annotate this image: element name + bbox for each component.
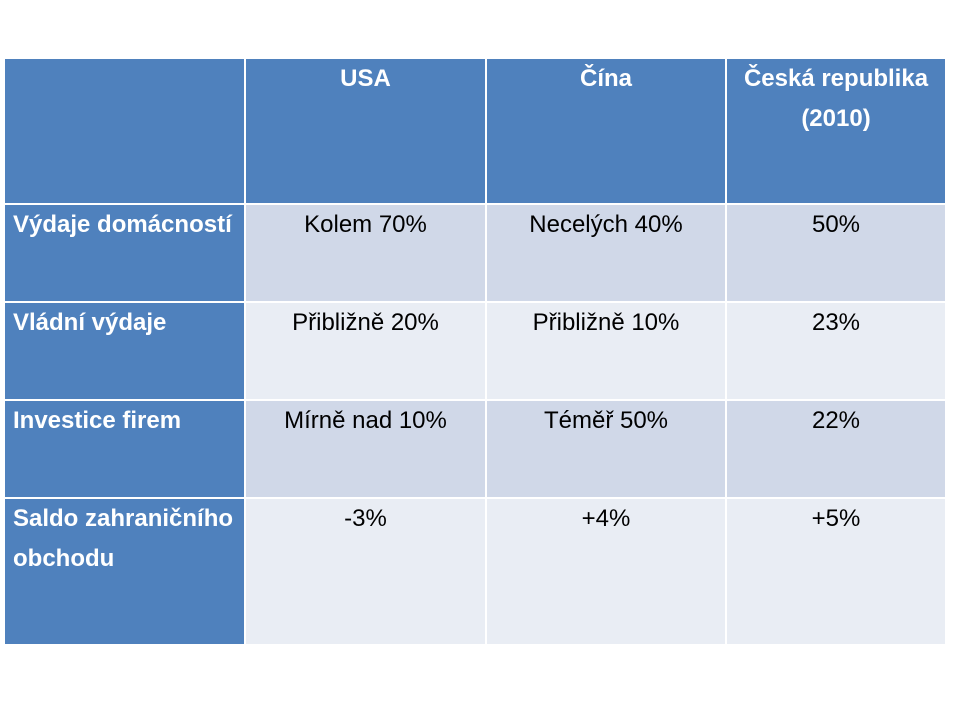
header-cina: Čína <box>485 57 727 205</box>
cell-cina: Necelých 40% <box>485 203 727 303</box>
header-corner-cell <box>3 57 246 205</box>
table-row: Vládní výdaje Přibližně 20% Přibližně 10… <box>3 301 947 401</box>
cell-ceska-republika: 50% <box>725 203 947 303</box>
cell-ceska-republika: 23% <box>725 301 947 401</box>
table-row: Výdaje domácností Kolem 70% Necelých 40%… <box>3 203 947 303</box>
cell-cina: Téměř 50% <box>485 399 727 499</box>
cell-usa: Přibližně 20% <box>244 301 487 401</box>
table-header-row: USA Čína Česká republika (2010) <box>3 57 947 205</box>
row-label-saldo-zahranicniho-obchodu: Saldo zahraničního obchodu <box>3 497 246 646</box>
header-ceska-republika: Česká republika (2010) <box>725 57 947 205</box>
cell-usa: Kolem 70% <box>244 203 487 303</box>
cell-usa: -3% <box>244 497 487 646</box>
row-label-vladni-vydaje: Vládní výdaje <box>3 301 246 401</box>
row-label-vydaje-domacnosti: Výdaje domácností <box>3 203 246 303</box>
table-row: Saldo zahraničního obchodu -3% +4% +5% <box>3 497 947 646</box>
cell-cina: +4% <box>485 497 727 646</box>
cell-usa: Mírně nad 10% <box>244 399 487 499</box>
cell-ceska-republika: 22% <box>725 399 947 499</box>
cell-ceska-republika: +5% <box>725 497 947 646</box>
gdp-composition-table: USA Čína Česká republika (2010) Výdaje d… <box>3 57 947 646</box>
cell-cina: Přibližně 10% <box>485 301 727 401</box>
row-label-investice-firem: Investice firem <box>3 399 246 499</box>
table-row: Investice firem Mírně nad 10% Téměř 50% … <box>3 399 947 499</box>
header-usa: USA <box>244 57 487 205</box>
